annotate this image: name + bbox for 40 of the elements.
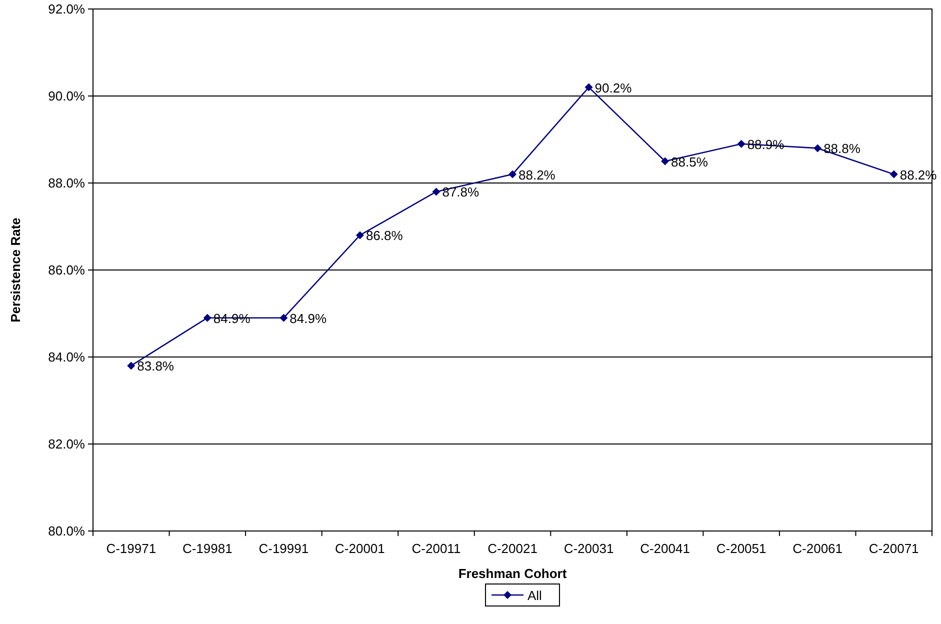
y-tick-label: 92.0% [48, 2, 86, 16]
data-label: 88.2% [518, 167, 556, 182]
point [203, 314, 212, 322]
point [890, 170, 898, 178]
x-tick-label: C-20021 [488, 541, 538, 556]
data-label: 86.8% [366, 228, 404, 244]
data-label: 88.5% [671, 154, 708, 170]
x-tick-label: C-20051 [716, 541, 766, 556]
x-tick-label: C-20061 [792, 541, 843, 556]
point [814, 144, 822, 152]
y-tick-label: 82.0% [48, 436, 86, 452]
point [432, 188, 440, 196]
y-tick-label: 80.0% [48, 524, 86, 538]
point [508, 170, 516, 178]
data-label: 88.8% [824, 141, 861, 156]
point [127, 362, 136, 370]
x-tick-label: C-20071 [868, 541, 919, 556]
y-tick-label: 88.0% [48, 176, 86, 190]
y-tick-label: 84.0% [48, 350, 86, 364]
point [356, 231, 364, 240]
x-tick-label: C-20001 [335, 541, 385, 556]
data-label: 90.2% [594, 80, 632, 96]
x-tick-label: C-20011 [412, 541, 461, 556]
x-tick-label: C-20041 [640, 541, 690, 556]
x-tick-label: C-19971 [106, 541, 156, 556]
point [584, 83, 593, 92]
y-axis-title: Persistence Rate [8, 218, 23, 322]
data-label: 83.8% [137, 358, 174, 374]
data-label: 84.9% [290, 310, 327, 326]
x-axis-title: Freshman Cohort [458, 566, 568, 581]
x-tick-label: C-19981 [182, 541, 232, 556]
x-tick-label: C-19991 [258, 541, 309, 556]
data-label: 87.8% [442, 184, 480, 200]
point [661, 157, 670, 166]
point [737, 140, 746, 148]
legend-label: All [528, 588, 542, 603]
point [280, 314, 288, 322]
y-tick-label: 86.0% [48, 262, 86, 278]
x-tick-label: C-20031 [564, 541, 614, 556]
y-tick-label: 90.0% [48, 88, 86, 104]
